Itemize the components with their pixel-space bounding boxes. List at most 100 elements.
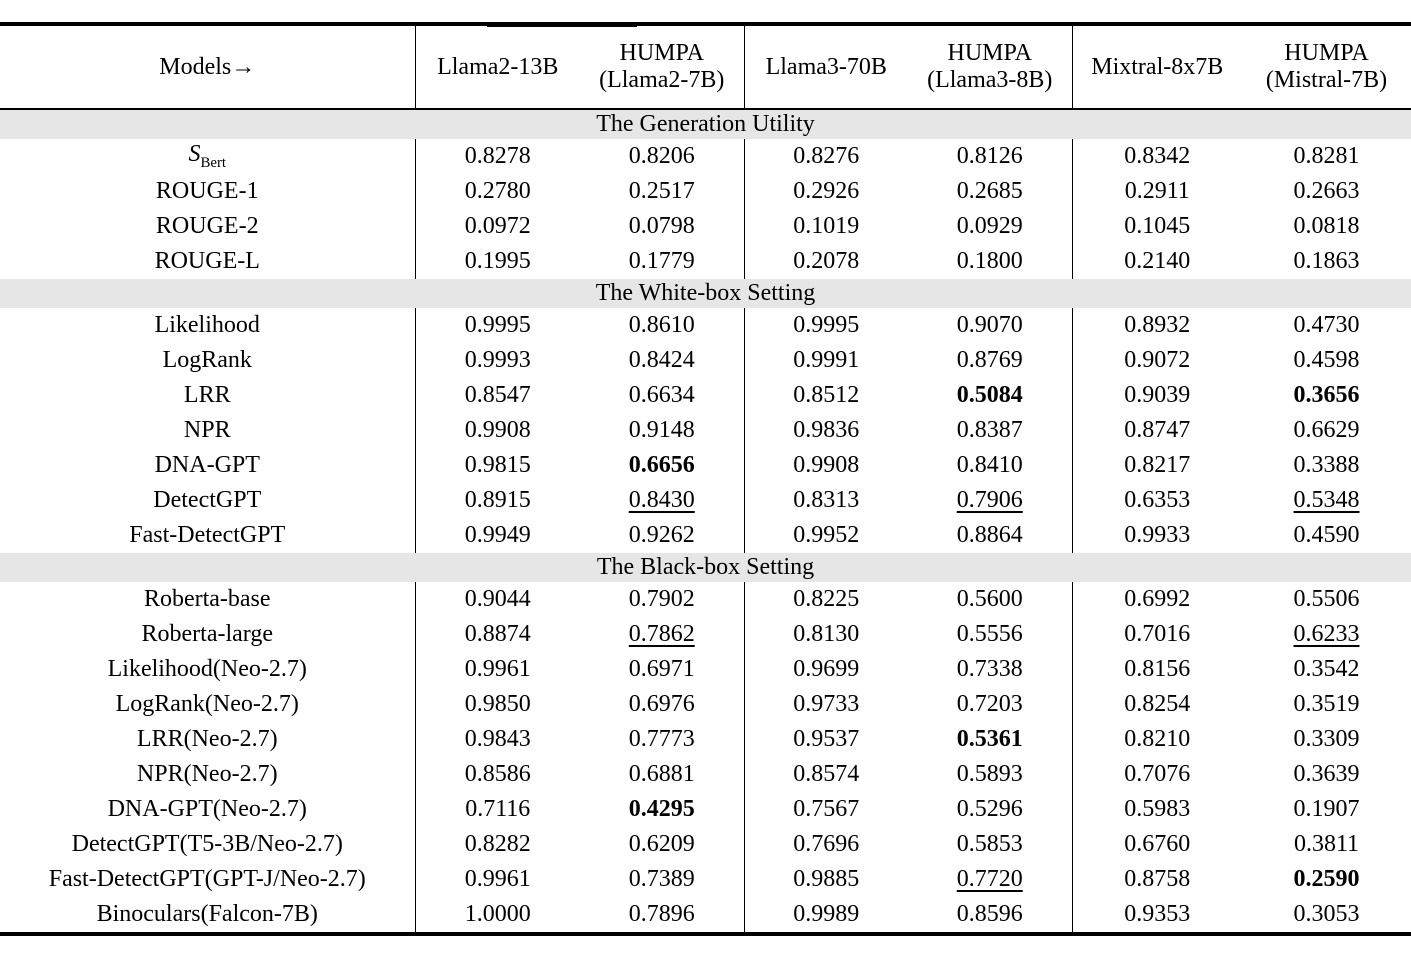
value-cell: 0.5983	[1071, 792, 1242, 827]
value-text: 0.8430	[628, 487, 695, 513]
row-label: DetectGPT(T5-3B/Neo-2.7)	[71, 831, 343, 857]
row-label: NPR	[183, 417, 231, 443]
value-text: 0.9908	[464, 417, 531, 443]
table-row: LogRank(Neo-2.7) 0.9850 0.6976 0.9733 0.7203…	[0, 687, 1411, 722]
value-cell: 0.2590	[1242, 862, 1411, 897]
value-text: 0.5983	[1124, 796, 1191, 822]
value-cell: 0.8210	[1071, 722, 1242, 757]
value-cell: 0.8932	[1071, 308, 1242, 343]
value-text: 0.3656	[1293, 382, 1360, 408]
value-cell: 0.3656	[1242, 378, 1411, 413]
value-cell: 0.2140	[1071, 244, 1242, 279]
value-text: 0.6233	[1293, 621, 1360, 647]
value-cell: 0.9070	[908, 308, 1072, 343]
value-cell: 0.9933	[1071, 518, 1242, 553]
caption-underline-fragment	[487, 24, 637, 27]
value-text: 0.0818	[1293, 213, 1360, 239]
value-cell: 0.9989	[743, 897, 908, 934]
value-text: 0.9991	[793, 347, 860, 373]
value-text: 0.8278	[464, 143, 531, 169]
value-cell: 0.3309	[1242, 722, 1411, 757]
value-cell: 0.4295	[580, 792, 744, 827]
value-text: 0.5348	[1293, 487, 1360, 513]
value-text: 0.7016	[1124, 621, 1191, 647]
value-cell: 0.6233	[1242, 617, 1411, 652]
value-cell: 0.8610	[580, 308, 744, 343]
value-cell: 0.4590	[1242, 518, 1411, 553]
value-text: 0.8276	[793, 143, 860, 169]
value-text: 0.8126	[956, 143, 1023, 169]
value-text: 0.8313	[793, 487, 860, 513]
value-cell: 0.2911	[1071, 174, 1242, 209]
value-cell: 0.8126	[908, 139, 1072, 174]
value-text: 0.8387	[956, 417, 1023, 443]
value-text: 0.2517	[628, 178, 695, 204]
value-cell: 0.8387	[908, 413, 1072, 448]
table-row: SBert 0.8278 0.8206 0.8276 0.8126 0.8342 0.828…	[0, 139, 1411, 174]
row-label: Fast-DetectGPT(GPT-J/Neo-2.7)	[48, 866, 366, 892]
table-row: Fast-DetectGPT(GPT-J/Neo-2.7) 0.9961 0.738…	[0, 862, 1411, 897]
value-text: 0.8342	[1124, 143, 1191, 169]
row-label: Binoculars(Falcon-7B)	[96, 901, 318, 927]
value-text: 0.2078	[793, 248, 860, 274]
table-row: Binoculars(Falcon-7B) 1.0000 0.7896 0.9989 0…	[0, 897, 1411, 934]
value-cell: 0.9991	[743, 343, 908, 378]
value-text: 0.8874	[464, 621, 531, 647]
section-title: The Generation Utility	[0, 109, 1411, 139]
value-cell: 0.7116	[414, 792, 580, 827]
row-label: LRR	[183, 382, 231, 408]
value-cell: 0.9148	[580, 413, 744, 448]
value-text: 0.2685	[956, 178, 1023, 204]
value-text: 0.8596	[956, 901, 1023, 927]
table-row: Fast-DetectGPT 0.9949 0.9262 0.9952 0.8864 0.…	[0, 518, 1411, 553]
value-cell: 0.7389	[580, 862, 744, 897]
value-text: 0.0929	[956, 213, 1023, 239]
table-row: Likelihood(Neo-2.7) 0.9961 0.6971 0.9699 0.7…	[0, 652, 1411, 687]
value-cell: 0.8254	[1071, 687, 1242, 722]
value-text: 0.5506	[1293, 586, 1360, 612]
value-cell: 0.8596	[908, 897, 1072, 934]
value-text: 0.1907	[1293, 796, 1360, 822]
value-cell: 0.9262	[580, 518, 744, 553]
table-row: Likelihood 0.9995 0.8610 0.9995 0.9070 0.8932…	[0, 308, 1411, 343]
value-text: 0.4590	[1293, 522, 1360, 548]
value-cell: 0.8276	[743, 139, 908, 174]
value-text: 0.7338	[956, 656, 1023, 682]
value-text: 0.2590	[1293, 866, 1360, 892]
value-text: 0.9908	[793, 452, 860, 478]
value-cell: 0.8342	[1071, 139, 1242, 174]
value-text: 0.7389	[628, 866, 695, 892]
value-text: 0.4295	[628, 796, 695, 822]
section-title: The Black-box Setting	[0, 553, 1411, 582]
value-cell: 0.1863	[1242, 244, 1411, 279]
value-text: 0.7906	[956, 487, 1023, 513]
table-row: ROUGE-1 0.2780 0.2517 0.2926 0.2685 0.2911 0.2…	[0, 174, 1411, 209]
value-cell: 0.8313	[743, 483, 908, 518]
value-cell: 0.5296	[908, 792, 1072, 827]
value-cell: 0.5506	[1242, 582, 1411, 617]
row-label: NPR(Neo-2.7)	[136, 761, 278, 787]
value-cell: 0.1907	[1242, 792, 1411, 827]
value-text: 0.9353	[1124, 901, 1191, 927]
table-body: The Generation Utility SBert 0.8278 0.8206 0…	[0, 109, 1411, 934]
value-text: 0.7773	[628, 726, 695, 752]
value-cell: 0.8217	[1071, 448, 1242, 483]
row-label: Roberta-large	[141, 621, 274, 647]
value-text: 1.0000	[464, 901, 531, 927]
value-cell: 0.8547	[414, 378, 580, 413]
section-band-row: The White-box Setting	[0, 279, 1411, 308]
value-text: 0.5556	[956, 621, 1023, 647]
value-text: 0.5084	[956, 382, 1023, 408]
value-text: 0.0798	[628, 213, 695, 239]
header-models: Models→	[0, 24, 415, 110]
value-cell: 0.9908	[414, 413, 580, 448]
value-cell: 0.7338	[908, 652, 1072, 687]
value-cell: 0.9850	[414, 687, 580, 722]
value-text: 0.9885	[793, 866, 860, 892]
value-cell: 0.7773	[580, 722, 744, 757]
value-cell: 0.9961	[414, 862, 580, 897]
value-text: 0.3388	[1293, 452, 1360, 478]
value-text: 0.6760	[1124, 831, 1191, 857]
value-text: 0.1863	[1293, 248, 1360, 274]
section-band-row: The Generation Utility	[0, 109, 1411, 139]
